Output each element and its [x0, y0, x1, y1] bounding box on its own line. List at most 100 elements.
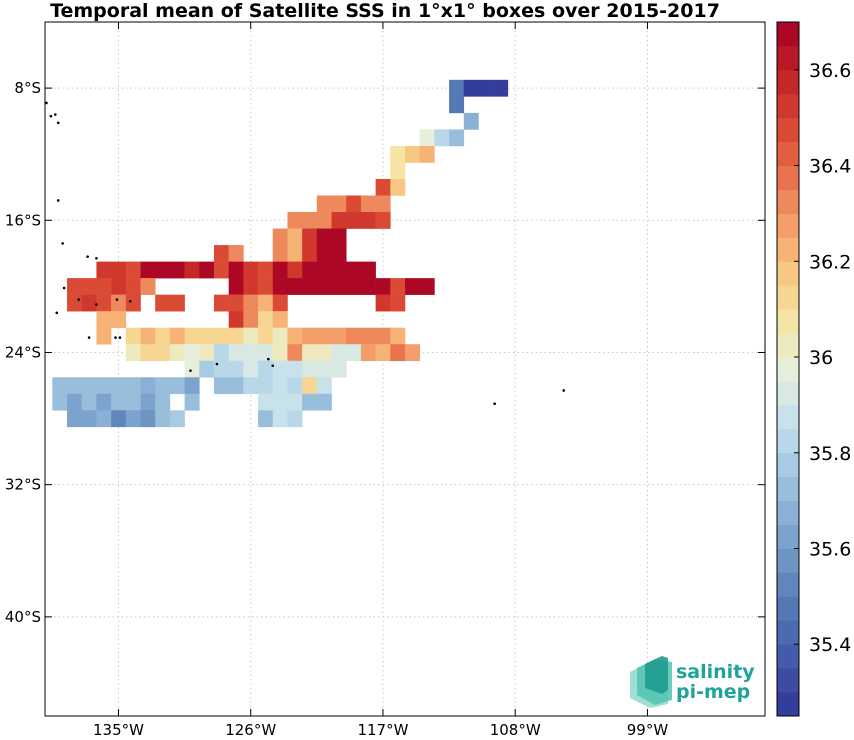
sss-cell [346, 327, 362, 345]
x-axis-ticks: 135°W 126°W 117°W 108°W 99°W [93, 22, 668, 739]
sss-cell [449, 129, 465, 147]
sss-cell [155, 327, 171, 345]
sss-cell [243, 294, 259, 312]
sss-cell [96, 294, 112, 312]
sss-cell [405, 145, 420, 163]
sss-cell [258, 344, 274, 362]
colorbar-segment [777, 141, 799, 166]
colorbar-segment [777, 117, 799, 143]
colorbar-segment [777, 668, 799, 693]
island-dot [115, 298, 119, 301]
sss-cell [258, 377, 274, 395]
sss-cell [243, 311, 259, 328]
colorbar-frame [776, 21, 800, 717]
sss-cell [449, 79, 465, 97]
island-dot [77, 298, 81, 301]
sss-cell [140, 393, 156, 411]
sss-cell [67, 294, 83, 312]
sss-cell [169, 294, 185, 312]
sss-cell [243, 278, 259, 295]
sss-cell [478, 79, 494, 97]
colorbar-segment [777, 620, 799, 645]
colorbar-segment [777, 548, 799, 573]
sss-cell [375, 178, 391, 196]
colorbar-tick-label: 36.2 [809, 251, 851, 273]
sss-cell [169, 410, 185, 428]
sss-cell [302, 377, 318, 395]
colorbar-segment [777, 333, 799, 358]
sss-cell [184, 327, 200, 345]
sss-cell [316, 377, 332, 395]
sss-cell [375, 278, 391, 295]
sss-cell [302, 212, 318, 229]
sss-cell [287, 393, 303, 411]
sss-cell [272, 278, 288, 295]
island-dot [45, 101, 48, 105]
sss-cell [228, 294, 244, 312]
sss-cell [272, 327, 288, 345]
sss-cell [111, 278, 127, 295]
sss-cell [228, 278, 244, 295]
sss-cell [67, 393, 83, 411]
sss-cell [316, 245, 332, 262]
sss-cell [272, 294, 288, 312]
sss-cell [111, 261, 127, 279]
sss-cell [316, 344, 332, 362]
sss-cell [272, 311, 288, 328]
sss-cell [125, 261, 141, 279]
sss-cell [272, 344, 288, 362]
sss-cell [125, 344, 141, 362]
sss-cell [228, 327, 244, 345]
colorbar-segment [777, 572, 799, 597]
sss-cell [390, 344, 406, 362]
sss-cell [258, 393, 274, 411]
sss-cell [405, 278, 420, 295]
sss-cell [272, 410, 288, 428]
sss-cell [390, 294, 406, 312]
colorbar-segment [777, 189, 799, 214]
sss-cell [331, 228, 347, 246]
sss-cell [287, 228, 303, 246]
colorbar-tick-label: 35.4 [809, 634, 851, 656]
sss-cell [375, 212, 391, 229]
colorbar-tick-label: 35.6 [809, 538, 851, 560]
island-dot [62, 286, 66, 290]
sss-cell [155, 410, 171, 428]
sss-cell [52, 377, 68, 395]
y-axis-ticks: 8°S 16°S 24°S 32°S 40°S [5, 79, 765, 626]
sss-cell [390, 178, 406, 196]
sss-cell [155, 344, 171, 362]
sss-cell [125, 327, 141, 345]
sss-cell [228, 311, 244, 328]
island-dot [267, 357, 270, 361]
sss-cell [331, 195, 347, 213]
island-dot [56, 199, 60, 202]
island-dot [189, 369, 192, 372]
grid-lines [45, 22, 765, 716]
sss-cell [140, 344, 156, 362]
sss-cell [184, 360, 200, 378]
sss-cell [331, 360, 347, 378]
island-dot [53, 113, 57, 116]
islands [45, 101, 565, 406]
island-dot [95, 256, 98, 260]
sss-cell [302, 360, 318, 378]
sss-cell [111, 393, 127, 411]
sss-cell [243, 360, 259, 378]
sss-cell [52, 393, 68, 411]
sss-cell [125, 278, 141, 295]
sss-cell [155, 261, 171, 279]
island-dot [49, 114, 53, 118]
sss-cell [302, 393, 318, 411]
sss-cell [243, 327, 259, 345]
sss-cell [213, 294, 229, 312]
colorbar-segment [777, 692, 799, 717]
sss-cell [213, 344, 229, 362]
sss-cell [375, 294, 391, 312]
sss-cell [316, 360, 332, 378]
sss-cell [375, 327, 391, 345]
sss-cell [169, 377, 185, 395]
sss-cell [213, 327, 229, 345]
sss-cell [316, 261, 332, 279]
